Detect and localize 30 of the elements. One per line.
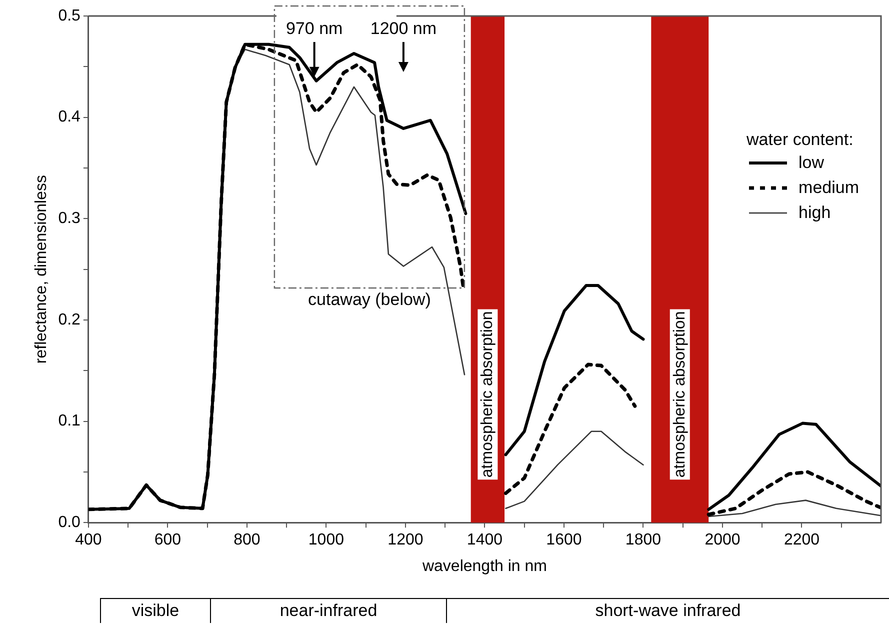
legend-title: water content: bbox=[746, 130, 854, 150]
annotation: 970 nm bbox=[286, 19, 343, 38]
y-tick-label: 0.0 bbox=[58, 514, 81, 532]
band-label: atmospheric absorption bbox=[671, 311, 688, 478]
y-tick-label: 0.3 bbox=[58, 210, 81, 228]
x-tick-label: 1200 bbox=[388, 532, 424, 549]
legend-label: medium bbox=[798, 178, 859, 198]
x-tick-label: 2200 bbox=[784, 532, 820, 549]
text: near-infrared bbox=[210, 599, 446, 623]
legend-label: high bbox=[798, 202, 831, 222]
legend-label: low bbox=[798, 152, 824, 172]
text: visible bbox=[100, 599, 210, 623]
x-tick-label: 2000 bbox=[704, 532, 740, 549]
y-tick-label: 0.5 bbox=[58, 7, 81, 24]
annotation: 1200 nm bbox=[370, 19, 437, 38]
y-tick-label: 0.2 bbox=[58, 311, 81, 328]
x-tick-label: 1000 bbox=[308, 532, 344, 549]
band-label: atmospheric absorption bbox=[479, 311, 496, 478]
y-axis-title: reflectance, dimensionless bbox=[33, 175, 50, 364]
annotation: cutaway (below) bbox=[308, 290, 431, 310]
x-tick-label: 1600 bbox=[546, 532, 582, 549]
y-tick-label: 0.1 bbox=[58, 412, 81, 430]
x-axis-title: wavelength in nm bbox=[421, 558, 547, 575]
x-tick-label: 1400 bbox=[466, 532, 503, 549]
y-tick-label: 0.4 bbox=[58, 108, 81, 126]
x-tick-label: 800 bbox=[234, 532, 260, 549]
x-tick-label: 600 bbox=[154, 532, 182, 549]
x-tick-label: 1800 bbox=[625, 532, 662, 549]
text: short-wave infrared bbox=[446, 599, 889, 623]
x-tick-label: 400 bbox=[75, 532, 102, 549]
